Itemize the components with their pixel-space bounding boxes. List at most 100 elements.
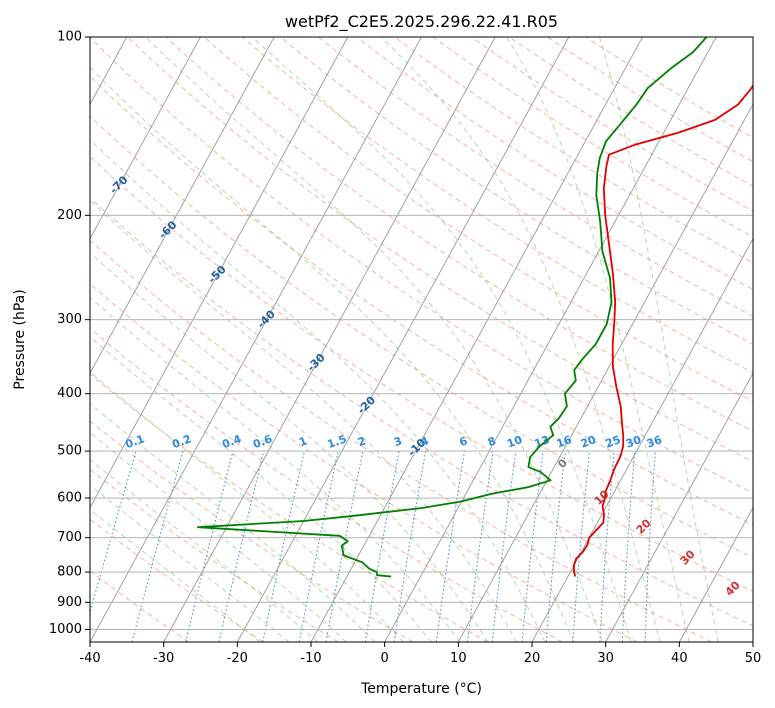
mixing-ratio-line <box>185 450 234 642</box>
dry-adiabat-line <box>165 37 753 432</box>
dry-adiabat-line <box>203 37 753 403</box>
y-tick-label: 900 <box>57 595 82 610</box>
dry-adiabat-line <box>90 115 753 559</box>
isotherm-line <box>236 37 570 642</box>
y-tick-label: 200 <box>57 208 82 223</box>
x-tick-label: -10 <box>300 651 321 666</box>
isotherm-line <box>605 372 753 642</box>
mixing-ratio-label: 1.5 <box>326 432 349 451</box>
dry-adiabat-line <box>90 239 712 642</box>
mixing-ratio-label: 3 <box>392 434 404 449</box>
x-tick-label: 20 <box>524 651 541 666</box>
mixing-ratio-label: 0.4 <box>220 432 243 451</box>
x-axis-ticks: -40 -30 -20 -10 0 10 20 30 40 50 <box>79 642 761 666</box>
moist-adiabat-line <box>599 37 719 642</box>
moist-adiabat-line <box>506 37 690 642</box>
profile-series <box>197 37 753 578</box>
isotherm-line <box>90 37 201 240</box>
dry-adiabat-line <box>394 37 753 264</box>
mixing-ratio-label: 25 <box>604 433 623 450</box>
y-tick-label: 300 <box>57 312 82 327</box>
mixing-ratio-label: 30 <box>624 433 643 451</box>
isotherm-line <box>457 103 753 642</box>
dry-adiabat-line <box>90 75 753 526</box>
mixing-ratio-label: 16 <box>555 433 574 451</box>
mixing-ratio-label: 36 <box>645 433 664 451</box>
y-tick-label: 100 <box>57 30 82 45</box>
moist-adiabat-line <box>90 402 376 642</box>
dry-adiabat-line <box>90 282 638 642</box>
mixing-ratio-line <box>491 451 517 642</box>
moist-adiabat-line <box>90 458 319 642</box>
dry-adiabat-line <box>90 327 563 642</box>
isotherm-line <box>90 37 422 642</box>
temperature-profile-line <box>573 83 753 577</box>
mixing-ratio-label: 0.6 <box>251 432 274 451</box>
y-axis-label: Pressure (hPa) <box>12 289 28 389</box>
x-tick-label: -40 <box>79 651 100 666</box>
x-tick-label: 40 <box>671 651 688 666</box>
mixing-ratio-label: 8 <box>486 434 498 449</box>
x-tick-label: 0 <box>381 651 389 666</box>
moist-adiabat-line <box>90 251 489 642</box>
isotherm-line <box>90 37 349 509</box>
isotherm-line <box>163 37 496 642</box>
chart-title: wetPf2_C2E5.2025.296.22.41.R05 <box>285 12 558 32</box>
plot-frame <box>89 36 754 643</box>
dry-adiabat-line <box>280 37 753 345</box>
mixing-ratio-line <box>545 451 566 642</box>
x-tick-label: 50 <box>745 651 762 666</box>
isotherm-line <box>531 237 753 642</box>
dewpoint-profile-line <box>197 37 708 578</box>
x-axis-label: Temperature (°C) <box>360 681 482 697</box>
isotherm-label: -90 <box>7 86 30 109</box>
isotherm-line <box>310 37 643 642</box>
moist-adiabat-line <box>90 484 290 642</box>
dry-adiabat-line <box>90 197 753 627</box>
dry-adiabat-line <box>90 155 753 593</box>
mixing-ratio-line <box>435 451 466 642</box>
moist-adiabat-line <box>90 138 546 642</box>
moist-adiabat-line <box>90 296 461 642</box>
x-tick-label: 10 <box>450 651 467 666</box>
moist-adiabat-line <box>251 37 632 642</box>
mixing-ratio-label: 20 <box>579 433 598 451</box>
dry-adiabat-line <box>90 420 414 642</box>
isotherm-label: -80 <box>57 131 80 154</box>
y-tick-label: 800 <box>57 565 82 580</box>
mixing-ratio-label: 10 <box>505 433 524 451</box>
mixing-ratio-label: 0.2 <box>170 432 193 451</box>
background-lines <box>90 37 753 642</box>
dry-adiabat-line <box>432 37 753 238</box>
y-tick-label: 700 <box>57 530 82 545</box>
mixing-ratio-line <box>521 451 544 642</box>
y-tick-label: 400 <box>57 386 82 401</box>
moist-adiabat-line <box>90 66 575 642</box>
y-tick-label: 1000 <box>49 622 82 637</box>
dry-adiabat-line <box>547 37 753 163</box>
mixing-ratio-label: 4 <box>419 434 431 449</box>
x-tick-label: -20 <box>227 651 248 666</box>
mixing-ratio-label: 1 <box>297 434 309 449</box>
moist-adiabat-line <box>90 199 517 642</box>
mixing-ratio-label: 2 <box>356 434 368 449</box>
moist-adiabat-line <box>90 336 432 642</box>
mixing-ratio-line <box>572 451 590 642</box>
dry-adiabat-line <box>90 468 339 642</box>
y-axis-ticks: 100 200 300 400 500 600 700 800 900 1000 <box>49 30 90 637</box>
mixing-ratio-label: 0.1 <box>124 432 147 451</box>
mixing-ratio-label: 13 <box>533 433 552 450</box>
moist-adiabat-line <box>90 371 404 642</box>
moist-adiabat-line <box>145 37 603 642</box>
y-tick-label: 600 <box>57 491 82 506</box>
dry-adiabat-line <box>241 37 753 374</box>
mixing-ratio-line <box>218 450 265 642</box>
x-tick-label: 30 <box>597 651 614 666</box>
mixing-ratio-label: 6 <box>458 434 470 449</box>
moist-adiabat-line <box>90 431 347 642</box>
y-tick-label: 500 <box>57 444 82 459</box>
isotherm-line <box>90 37 275 375</box>
mixing-ratio-line <box>90 450 137 615</box>
